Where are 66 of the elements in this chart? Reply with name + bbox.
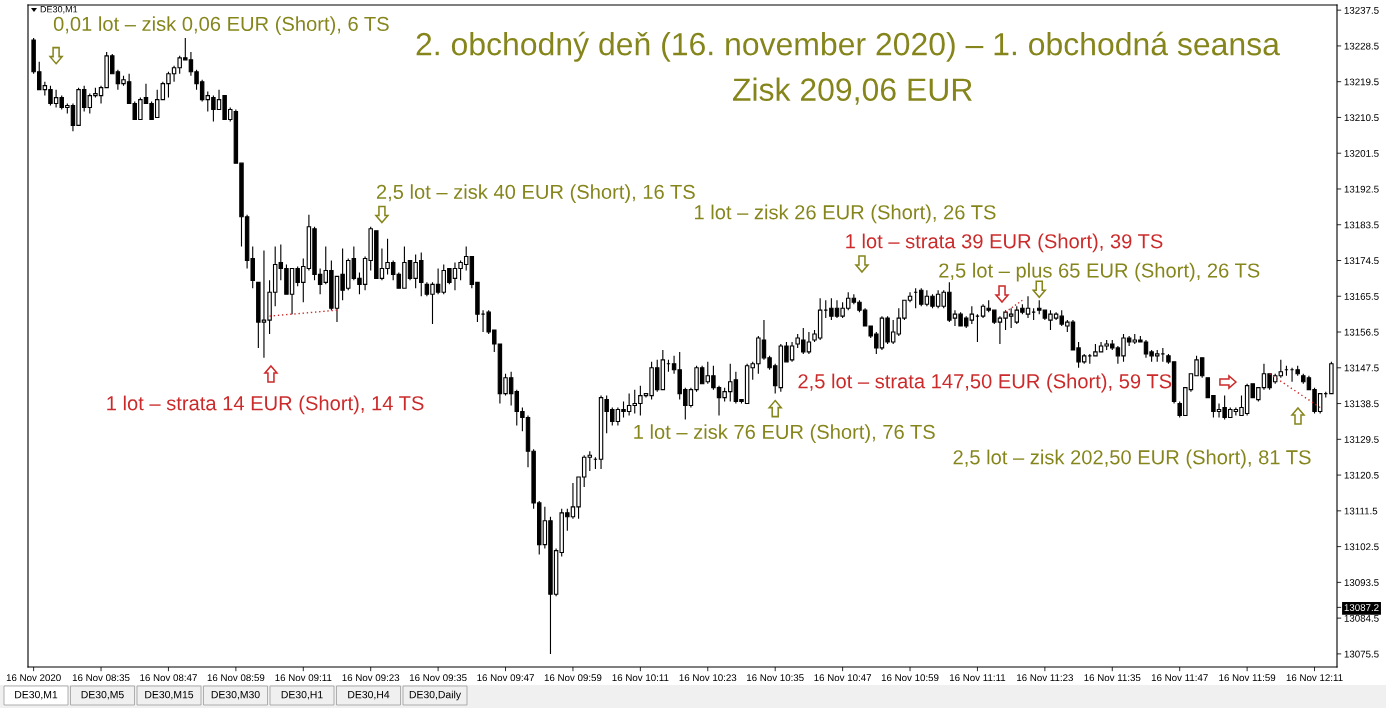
annotation: 2,5 lot – plus 65 EUR (Short), 26 TS [939, 262, 1260, 282]
y-tick-label: 13084.5 [1344, 614, 1379, 622]
candlestick [823, 299, 829, 319]
text: Zisk 209,06 EUR [732, 77, 972, 105]
text: DE30,H1 [281, 690, 323, 700]
text: DE30,M5 [81, 690, 124, 700]
x-tick-label: 16 Nov 10:35 [747, 674, 804, 682]
candlestick [593, 456, 598, 470]
text: DE30,M15 [145, 690, 194, 700]
y-tick-label: 13210.5 [1344, 114, 1379, 122]
x-tick-label: 16 Nov 11:35 [1084, 674, 1141, 682]
x-tick-label: 16 Nov 09:11 [275, 674, 332, 682]
annotation: 2,5 lot – zisk 40 EUR (Short), 16 TS [376, 184, 695, 203]
y-tick-label: 13228.5 [1344, 42, 1379, 50]
annotation: 2,5 lot – strata 147,50 EUR (Short), 59 TS [798, 373, 1172, 393]
y-tick-label: 13120.5 [1344, 471, 1379, 479]
y-tick-label: 13201.5 [1344, 149, 1379, 157]
x-tick-label: 16 Nov 11:11 [949, 674, 1006, 682]
y-tick-label: 13087.2 [1344, 604, 1379, 612]
annotation: 1 lot – zisk 76 EUR (Short), 76 TS [634, 424, 935, 443]
y-tick-label: 13219.5 [1344, 78, 1379, 86]
candlestick [1031, 307, 1036, 321]
annotation: 0,01 lot – zisk 0,06 EUR (Short), 6 TS [53, 16, 389, 36]
text: 2. obchodný deň (16. november 2020) – 1. obchodná seansa [416, 31, 1280, 62]
text: DE30,M30 [211, 690, 260, 700]
y-tick-label: 13093.5 [1344, 579, 1379, 586]
candlestick [913, 287, 918, 309]
x-tick-label: 16 Nov 11:47 [1151, 674, 1208, 682]
annotation: 1 lot – zisk 26 EUR (Short), 26 TS [695, 204, 996, 224]
text: DE30,M1 [15, 690, 58, 700]
y-tick-label: 13129.5 [1344, 436, 1379, 443]
y-tick-label: 13165.5 [1344, 293, 1379, 300]
text: DE30,Daily [409, 690, 462, 701]
y-tick-label: 13102.5 [1344, 543, 1379, 551]
x-tick-label: 16 Nov 10:11 [612, 674, 669, 682]
y-tick-label: 13138.5 [1344, 400, 1379, 408]
x-tick-label: 16 Nov 09:59 [544, 674, 602, 682]
y-tick-label: 13111.5 [1344, 507, 1378, 515]
x-tick-label: 16 Nov 12:11 [1286, 674, 1343, 682]
x-tick-label: 16 Nov 10:47 [814, 674, 872, 682]
candlestick [1329, 361, 1334, 395]
x-tick-label: 16 Nov 10:59 [881, 674, 939, 682]
y-tick-label: 13174.5 [1344, 257, 1379, 265]
annotation: DE30,M1 [40, 6, 78, 14]
annotation: 2,5 lot – zisk 202,50 EUR (Short), 81 TS [953, 449, 1311, 469]
x-tick-label: 16 Nov 08:59 [207, 674, 265, 682]
y-tick-label: 13192.5 [1344, 185, 1379, 193]
y-tick-label: 13237.5 [1344, 6, 1379, 14]
y-tick-label: 13183.5 [1344, 221, 1379, 229]
y-tick-label: 13156.5 [1344, 328, 1379, 336]
x-tick-label: 16 Nov 08:35 [72, 674, 130, 682]
x-tick-label: 16 Nov 2020 [6, 674, 61, 682]
x-tick-label: 16 Nov 10:23 [679, 674, 737, 682]
x-tick-label: 16 Nov 11:23 [1017, 674, 1073, 682]
x-tick-label: 16 Nov 09:35 [409, 674, 467, 682]
x-tick-label: 16 Nov 09:23 [342, 674, 400, 682]
annotation: 1 lot – strata 39 EUR (Short), 39 TS [846, 233, 1163, 253]
candlestick [975, 313, 980, 343]
y-tick-label: 13075.5 [1344, 650, 1379, 658]
x-tick-label: 16 Nov 11:59 [1219, 674, 1276, 682]
x-tick-label: 16 Nov 08:47 [140, 674, 197, 682]
annotation: 1 lot – strata 14 EUR (Short), 14 TS [107, 395, 424, 415]
candlestick [666, 359, 671, 373]
x-tick-label: 16 Nov 09:47 [477, 674, 534, 682]
y-tick-label: 13147.5 [1344, 364, 1379, 372]
text: DE30,H4 [348, 690, 390, 700]
